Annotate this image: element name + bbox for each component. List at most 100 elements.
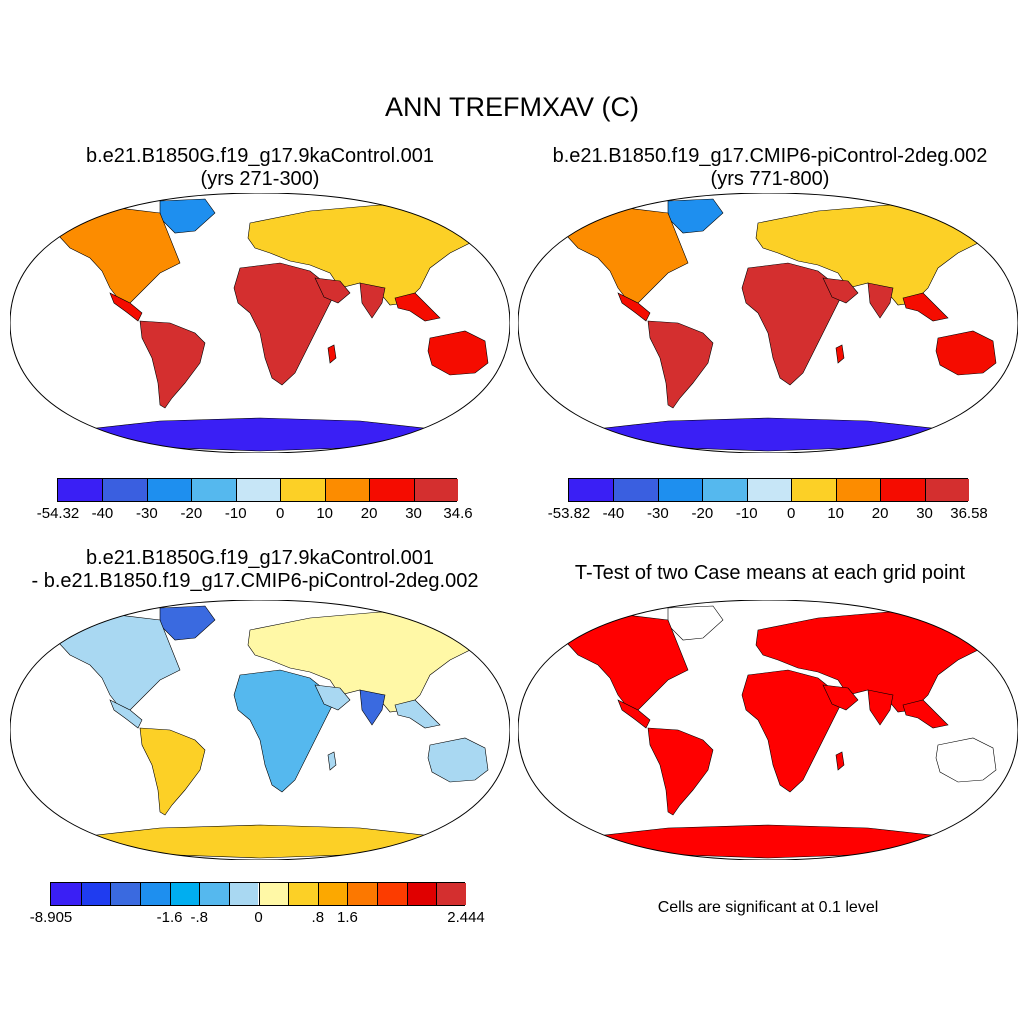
landmass-antarctica: [577, 417, 959, 452]
panel2-title-line1: b.e21.B1850.f19_g17.CMIP6-piControl-2deg…: [552, 145, 988, 167]
landmass-madagascar: [835, 751, 845, 771]
landmass-greenland: [667, 605, 724, 641]
colorbar-label: -10: [735, 505, 758, 522]
colorbar-label: -30: [647, 505, 669, 522]
colorbar-swatch: [613, 479, 658, 501]
landmass-arabia: [314, 277, 351, 304]
colorbar-swatch: [258, 883, 289, 905]
colorbar-label: -.8: [190, 909, 208, 926]
landmass-arabia: [314, 684, 351, 711]
landmass-nz: [1002, 779, 1014, 795]
map-panel2: [518, 193, 1018, 453]
colorbar-label: -40: [602, 505, 625, 522]
landmass-seAsia: [902, 699, 949, 729]
colorbar-label: 36.58: [950, 505, 988, 522]
colorbar-swatch: [835, 479, 881, 501]
colorbar-label: 10: [827, 505, 844, 522]
colorbar-label: -10: [224, 505, 247, 522]
panel3-title-line2: - b.e21.B1850.f19_g17.CMIP6-piControl-2d…: [31, 570, 479, 592]
map-outline: [10, 193, 510, 453]
colorbar-swatch: [191, 479, 236, 501]
colorbar-swatch: [235, 479, 281, 501]
map-panel4: [518, 600, 1018, 860]
landmass-antarctica: [69, 417, 451, 452]
landmass-southAmerica: [647, 320, 714, 409]
colorbar-label: 34.6: [443, 505, 473, 522]
panel3-title: b.e21.B1850G.f19_g17.9kaControl.001 - b.…: [0, 547, 520, 593]
landmass-centralAmerica: [109, 292, 143, 322]
colorbar-swatch: [347, 883, 378, 905]
colorbar-swatch: [102, 479, 147, 501]
colorbar-swatch: [288, 883, 318, 905]
landmass-arabia: [822, 684, 859, 711]
landmass-northAmerica: [54, 613, 181, 711]
colorbar-swatch: [110, 883, 140, 905]
colorbar-label: 0: [254, 909, 263, 926]
landmass-arabia: [822, 277, 859, 304]
colorbar-label: -54.32: [36, 505, 80, 522]
landmass-greenland: [159, 198, 216, 234]
landmass-india: [359, 282, 386, 319]
colorbar-swatch: [702, 479, 747, 501]
colorbar-swatch: [657, 479, 703, 501]
landmass-northAmerica: [562, 206, 689, 304]
panel4-title: T-Test of two Case means at each grid po…: [574, 562, 966, 584]
landmass-seAsia: [394, 699, 441, 729]
colorbar-swatch: [406, 883, 437, 905]
colorbar-panel1: -54.32 -40 -30 -20 -10 0 10 20 30 34.6: [37, 478, 473, 522]
landmass-greenland: [667, 198, 724, 234]
colorbar-panel2: -53.82 -40 -30 -20 -10 0 10 20 30 36.58: [548, 478, 988, 522]
landmass-india: [867, 282, 894, 319]
colorbar-swatch: [413, 479, 458, 501]
colorbar-label: -40: [91, 505, 114, 522]
colorbar-swatch: [324, 479, 370, 501]
colorbar-label: -20: [180, 505, 203, 522]
main-title: ANN TREFMXAV (C): [384, 92, 639, 122]
colorbar-swatch: [228, 883, 259, 905]
panel2-title-line2: (yrs 771-800): [710, 168, 830, 190]
colorbar-swatch: [146, 479, 192, 501]
colorbar-label: 2.444: [447, 909, 485, 926]
landmass-centralAmerica: [109, 699, 143, 729]
colorbar-swatch: [139, 883, 170, 905]
landmass-india: [867, 689, 894, 726]
colorbar-panel3: -8.905 -1.6 -.8 0 .8 1.6 2.444: [30, 882, 485, 926]
colorbar-label: 20: [360, 505, 378, 522]
colorbar-label: 10: [316, 505, 333, 522]
map-outline: [10, 600, 510, 860]
map-outline: [518, 600, 1018, 860]
landmass-southAmerica: [647, 727, 714, 816]
landmass-greenland: [159, 605, 216, 641]
colorbar-swatch: [80, 883, 111, 905]
landmass-australia: [935, 330, 997, 376]
landmass-australia: [935, 737, 997, 783]
colorbar-swatch: [199, 883, 229, 905]
colorbar-label: -53.82: [547, 505, 591, 522]
colorbar-swatch: [924, 479, 969, 501]
map-panel1: [10, 193, 510, 453]
colorbar-swatch: [317, 883, 348, 905]
landmass-nz: [1002, 372, 1014, 388]
colorbar-label: 0: [787, 505, 796, 522]
landmass-nz: [494, 779, 506, 795]
landmass-seAsia: [394, 292, 441, 322]
colorbar-swatch: [58, 479, 103, 501]
landmass-antarctica: [69, 824, 451, 859]
landmass-southAmerica: [139, 320, 206, 409]
colorbar-label: 1.6: [336, 909, 358, 926]
colorbar-label: -30: [136, 505, 158, 522]
colorbar-swatch: [377, 883, 407, 905]
colorbar-swatch: [791, 479, 836, 501]
landmass-centralAmerica: [617, 699, 651, 729]
landmass-northAmerica: [562, 613, 689, 711]
landmass-centralAmerica: [617, 292, 651, 322]
landmass-southAmerica: [139, 727, 206, 816]
colorbar-label: -20: [691, 505, 714, 522]
landmass-india: [359, 689, 386, 726]
panel1-title-line2: (yrs 271-300): [200, 168, 320, 190]
colorbar-swatch: [280, 479, 325, 501]
landmass-madagascar: [835, 344, 845, 364]
landmass-nz: [494, 372, 506, 388]
colorbar-label: 0: [276, 505, 285, 522]
colorbar-swatch: [880, 479, 925, 501]
